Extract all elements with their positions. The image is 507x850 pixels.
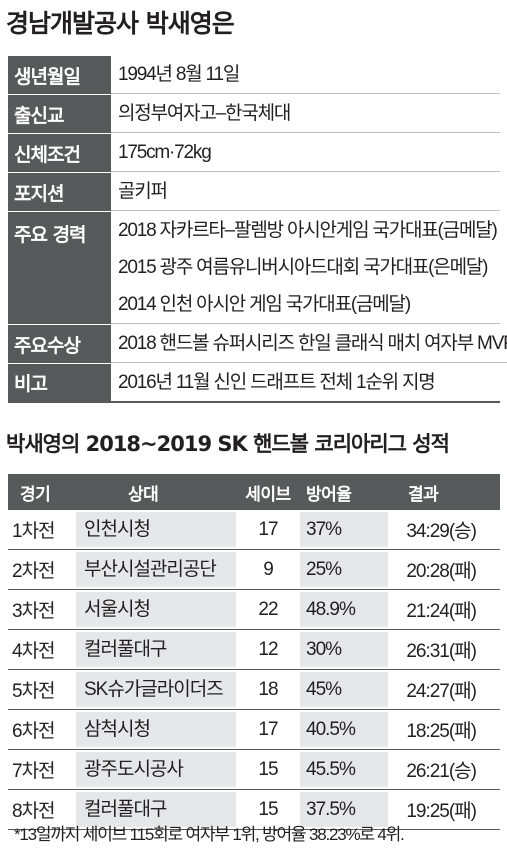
opponent-cell: 서울시청 [76, 592, 236, 627]
profile-row: 출신교 의정부여자고–한국체대 [8, 95, 500, 134]
result-cell: 19:25(패) [406, 801, 477, 822]
stats-title: 박새영의 2018~2019 SK 핸드볼 코리아리그 성적 [6, 432, 450, 456]
result-cell: 21:24(패) [406, 601, 477, 622]
profile-row: 주요수상 2018 핸드볼 슈퍼시리즈 한일 클래식 매치 여자부 MVP [8, 325, 507, 364]
stats-row: 3차전 서울시청 22 48.9% 21:24(패) [8, 590, 500, 630]
saves-cell: 15 [258, 798, 278, 820]
rate-cell: 25% [300, 552, 388, 587]
stats-row: 5차전 SK슈가글라이더즈 18 45% 24:27(패) [8, 670, 500, 710]
result-cell: 18:25(패) [406, 721, 477, 742]
game-cell: 4차전 [12, 641, 56, 662]
game-cell: 5차전 [12, 681, 56, 702]
profile-value: 의정부여자고–한국체대 [118, 103, 291, 124]
profile-label: 신체조건 [8, 134, 111, 172]
rate-cell: 37.5% [300, 792, 388, 827]
profile-row: 포지션 골키퍼 [8, 173, 500, 212]
result-cell: 24:27(패) [406, 681, 477, 702]
stats-row: 8차전 컬러풀대구 15 37.5% 19:25(패) [8, 790, 500, 830]
saves-cell: 22 [258, 598, 278, 620]
stats-table: 경기 상대 세이브 방어율 결과 1차전 인천시청 17 37% 34:29(승) 2차전… [8, 474, 500, 830]
rate-cell: 40.5% [300, 712, 388, 747]
profile-row: 생년월일 1994년 8월 11일 [8, 56, 500, 95]
opponent-cell: 삼척시청 [76, 712, 236, 747]
header-result: 결과 [408, 484, 439, 505]
stats-row: 7차전 광주도시공사 15 45.5% 26:21(승) [8, 750, 500, 790]
saves-cell: 9 [263, 558, 274, 580]
profile-label: 생년월일 [8, 56, 111, 94]
rate-cell: 45.5% [300, 752, 388, 787]
header-rate: 방어율 [306, 484, 352, 505]
footnote: *13일까지 세이브 115회로 여자부 1위, 방어율 38.23%로 4위. [14, 825, 405, 844]
profile-row: 비고 2016년 11월 신인 드래프트 전체 1순위 지명 [8, 364, 500, 403]
opponent-cell: 광주도시공사 [76, 752, 236, 787]
rate-cell: 45% [300, 672, 388, 707]
profile-label: 출신교 [8, 95, 111, 133]
header-opponent: 상대 [128, 484, 159, 505]
profile-row: 주요 경력 2018 자카르타–팔렘방 아시안게임 국가대표(금메달) 2015… [8, 212, 500, 325]
profile-label: 주요 경력 [8, 212, 111, 324]
rate-cell: 30% [300, 632, 388, 667]
profile-value: 2018 자카르타–팔렘방 아시안게임 국가대표(금메달) [118, 220, 498, 241]
saves-cell: 17 [258, 718, 278, 740]
result-cell: 34:29(승) [406, 521, 477, 542]
opponent-cell: 컬러풀대구 [76, 632, 236, 667]
profile-value: 2015 광주 여름유니버시아드대회 국가대표(은메달) [118, 257, 488, 278]
profile-label: 비고 [8, 364, 111, 401]
stats-row: 1차전 인천시청 17 37% 34:29(승) [8, 510, 500, 550]
saves-cell: 15 [258, 758, 278, 780]
header-saves: 세이브 [245, 484, 291, 505]
profile-value: 1994년 8월 11일 [118, 64, 240, 85]
opponent-cell: 부산시설관리공단 [76, 552, 236, 587]
profile-value: 175cm·72kg [118, 142, 212, 163]
stats-row: 6차전 삼척시청 17 40.5% 18:25(패) [8, 710, 500, 750]
opponent-cell: 인천시청 [76, 512, 236, 547]
profile-value: 2018 핸드볼 슈퍼시리즈 한일 클래식 매치 여자부 MVP [118, 333, 507, 354]
stats-row: 2차전 부산시설관리공단 9 25% 20:28(패) [8, 550, 500, 590]
result-cell: 26:21(승) [406, 761, 477, 782]
game-cell: 3차전 [12, 601, 56, 622]
page-title: 경남개발공사 박새영은 [6, 9, 235, 38]
profile-row: 신체조건 175cm·72kg [8, 134, 500, 173]
game-cell: 2차전 [12, 561, 56, 582]
game-cell: 1차전 [12, 521, 56, 542]
saves-cell: 18 [258, 678, 278, 700]
game-cell: 8차전 [12, 801, 56, 822]
saves-cell: 12 [258, 638, 278, 660]
profile-value: 2016년 11월 신인 드래프트 전체 1순위 지명 [118, 372, 436, 393]
profile-value: 2014 인천 아시안 게임 국가대표(금메달) [118, 294, 411, 315]
header-game: 경기 [20, 484, 51, 505]
rate-cell: 37% [300, 512, 388, 547]
profile-label: 포지션 [8, 173, 111, 211]
stats-row: 4차전 컬러풀대구 12 30% 26:31(패) [8, 630, 500, 670]
result-cell: 20:28(패) [406, 561, 477, 582]
rate-cell: 48.9% [300, 592, 388, 627]
result-cell: 26:31(패) [406, 641, 477, 662]
game-cell: 6차전 [12, 721, 56, 742]
game-cell: 7차전 [12, 761, 56, 782]
opponent-cell: 컬러풀대구 [76, 792, 236, 827]
profile-table: 생년월일 1994년 8월 11일 출신교 의정부여자고–한국체대 신체조건 1… [8, 56, 507, 403]
profile-value: 골키퍼 [118, 181, 168, 202]
profile-label: 주요수상 [8, 325, 111, 363]
opponent-cell: SK슈가글라이더즈 [76, 672, 236, 707]
stats-header-row: 경기 상대 세이브 방어율 결과 [8, 474, 500, 510]
saves-cell: 17 [258, 518, 278, 540]
